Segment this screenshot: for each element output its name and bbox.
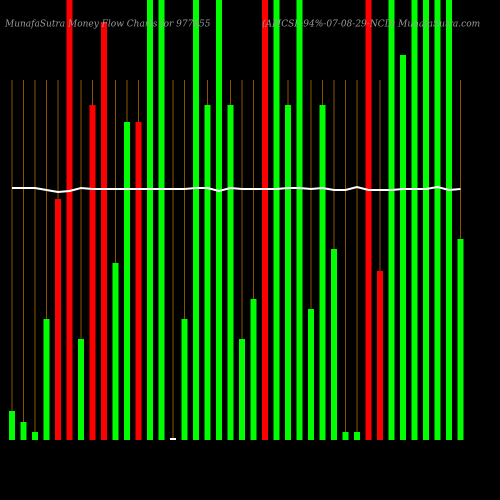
- bar: [216, 0, 222, 440]
- bar: [9, 411, 15, 440]
- bar: [66, 0, 73, 440]
- bar: [20, 422, 27, 440]
- bar: [457, 239, 464, 440]
- bar: [158, 0, 165, 440]
- bar: [273, 0, 280, 440]
- bar: [319, 105, 326, 440]
- chart-title: MunafaSutra Money Flow Charts for 977655: [4, 20, 211, 30]
- bar: [285, 105, 291, 440]
- bar: [423, 0, 429, 440]
- bar: [262, 0, 268, 440]
- bar: [170, 438, 176, 440]
- bars: [9, 0, 464, 440]
- bar: [377, 271, 383, 440]
- bar: [239, 339, 245, 440]
- bar: [55, 199, 61, 440]
- bar: [124, 122, 130, 440]
- bar: [112, 263, 119, 440]
- bar: [227, 105, 234, 440]
- bar: [101, 22, 107, 440]
- bar: [135, 122, 142, 440]
- bar: [32, 432, 38, 440]
- bar: [250, 299, 257, 440]
- bar: [78, 339, 84, 440]
- bar: [342, 432, 349, 440]
- bar: [181, 319, 188, 440]
- money-flow-line: [12, 185, 461, 194]
- bar: [365, 0, 372, 440]
- bar: [331, 249, 337, 440]
- chart-subtitle: (AMCSL-94%-07-08-29-NCD) MunafaSutra.com: [262, 19, 480, 30]
- bar: [434, 0, 441, 440]
- bar: [296, 0, 303, 440]
- bar: [193, 0, 199, 440]
- bar: [400, 55, 406, 440]
- bar: [89, 105, 96, 440]
- bar: [308, 309, 314, 440]
- bar: [204, 105, 211, 440]
- bar: [354, 432, 360, 440]
- bar: [446, 0, 452, 440]
- bar: [388, 0, 395, 440]
- bar: [43, 319, 50, 440]
- bar: [411, 0, 418, 440]
- bar: [147, 0, 153, 440]
